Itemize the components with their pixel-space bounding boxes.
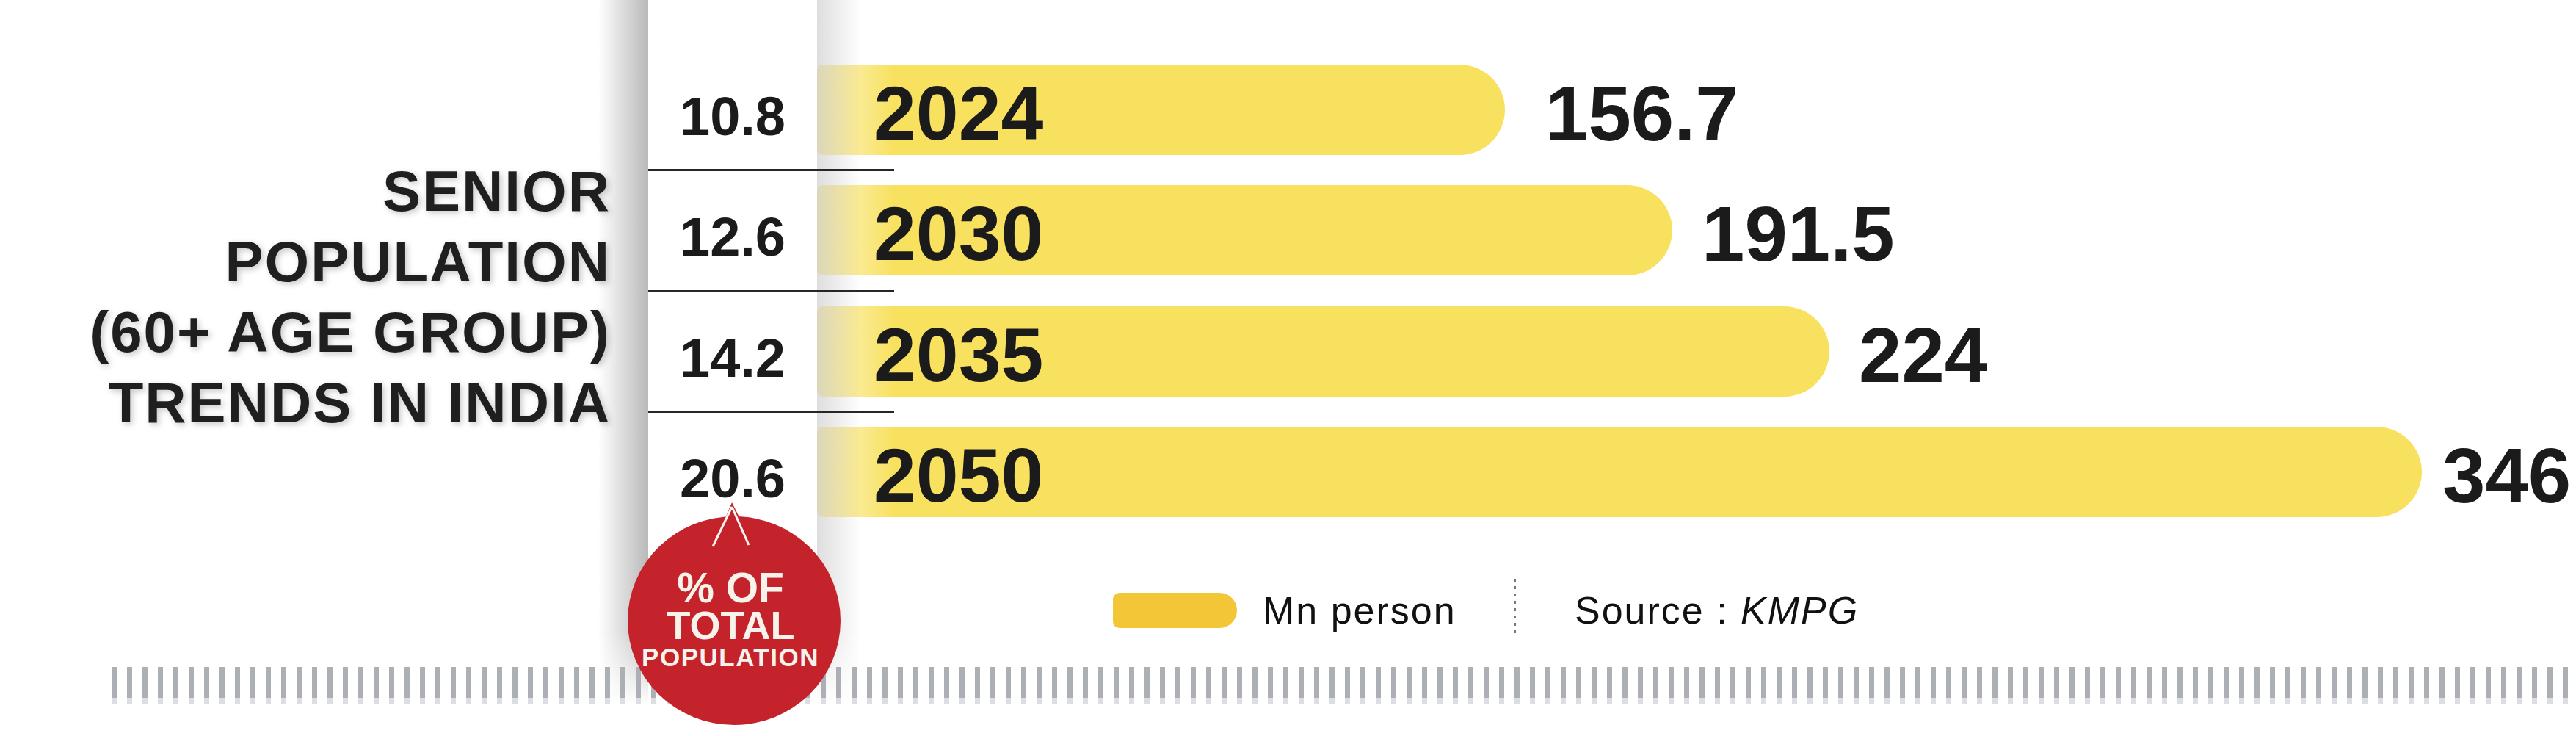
divider-line <box>648 290 894 292</box>
bottom-ticker-strip <box>112 667 2576 698</box>
badge-text-line: POPULATION <box>624 643 837 671</box>
bar-2050: 2050 <box>817 427 2422 517</box>
bar-value-label: 224 <box>1859 306 1987 400</box>
chart-title-line: SENIOR <box>0 156 611 226</box>
bar-2024: 2024 <box>817 65 1505 155</box>
bar-year-label: 2050 <box>874 430 1043 521</box>
bar-year-label: 2030 <box>874 189 1043 279</box>
chart-title-line: POPULATION <box>0 226 611 297</box>
bar-value-label: 191.5 <box>1702 185 1895 279</box>
legend-swatch <box>1113 593 1237 628</box>
badge-text-line: TOTAL <box>624 605 837 646</box>
bar-year-label: 2024 <box>874 68 1043 159</box>
badge-pointer-icon <box>675 491 793 564</box>
percent-label: 12.6 <box>648 185 817 282</box>
source-name: KMPG <box>1741 589 1859 632</box>
chart-canvas: SENIOR POPULATION (60+ AGE GROUP) TRENDS… <box>0 0 2576 736</box>
source-prefix: Source : <box>1575 589 1741 632</box>
percent-label: 14.2 <box>648 306 817 403</box>
legend-separator <box>1514 579 1516 638</box>
bar-value-label: 346 <box>2442 427 2571 521</box>
chart-title: SENIOR POPULATION (60+ AGE GROUP) TRENDS… <box>0 156 611 438</box>
bar-value-label: 156.7 <box>1545 65 1738 159</box>
bottom-ticker-reflection <box>112 698 2576 704</box>
chart-title-line: TRENDS IN INDIA <box>0 367 611 438</box>
divider-line <box>648 169 894 171</box>
bar-year-label: 2035 <box>874 310 1043 400</box>
percent-label: 10.8 <box>648 65 817 162</box>
source-text: Source : KMPG <box>1575 591 1859 629</box>
bar-2030: 2030 <box>817 185 1672 275</box>
legend-label: Mn person <box>1263 591 1456 629</box>
bar-2035: 2035 <box>817 306 1829 397</box>
divider-line <box>648 411 894 413</box>
chart-title-line: (60+ AGE GROUP) <box>0 297 611 367</box>
